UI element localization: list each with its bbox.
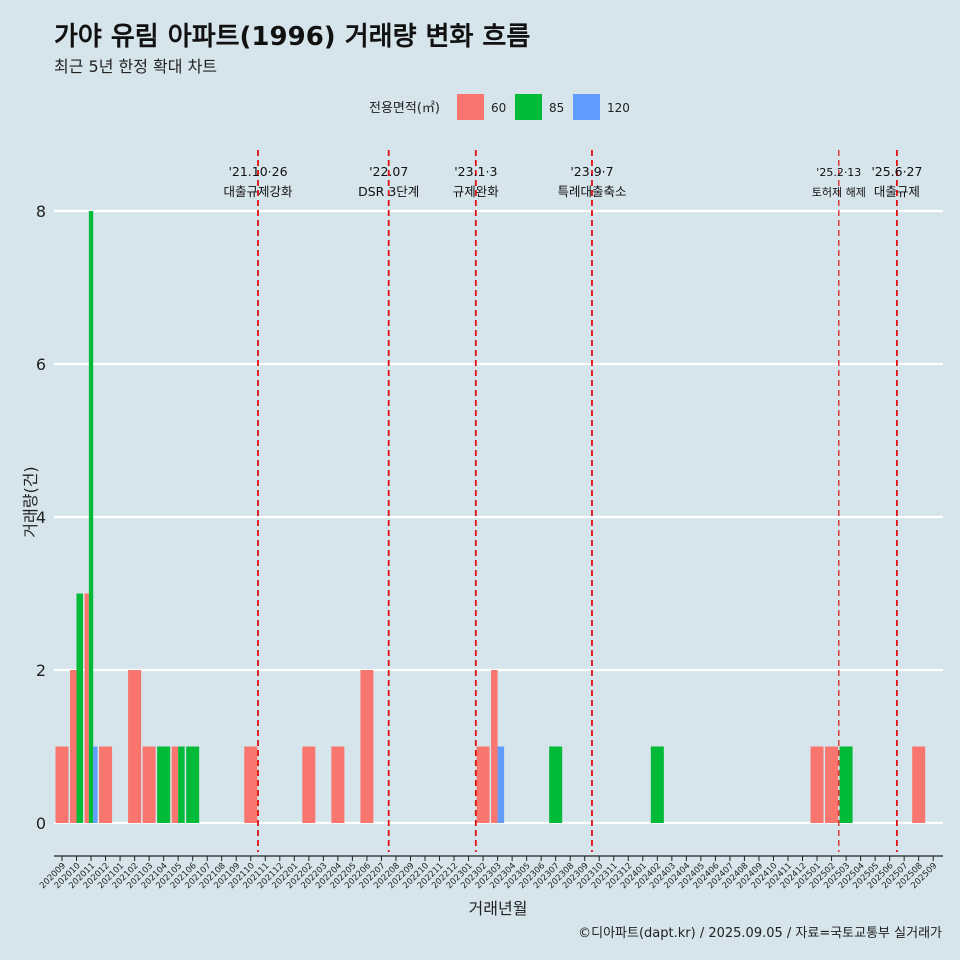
bar-202011-85 bbox=[88, 211, 94, 823]
policy-event-lines bbox=[257, 150, 898, 852]
event-label-0: 대출규제강화 bbox=[224, 184, 294, 199]
legend-label-60: 60 bbox=[491, 101, 506, 115]
bar-202402-85 bbox=[650, 746, 664, 823]
bar-202303-60 bbox=[491, 670, 498, 823]
event-label-5: 대출규제 bbox=[874, 184, 920, 199]
chart-caption: ©디아파트(dapt.kr) / 2025.09.05 / 자료=국토교통부 실… bbox=[578, 926, 942, 941]
bar-202105-60 bbox=[171, 746, 179, 823]
y-tick-label-8: 8 bbox=[36, 202, 46, 221]
legend: 전용면적(㎡) 60 85 120 bbox=[369, 94, 630, 120]
bar-202012-60 bbox=[99, 746, 113, 823]
chart-title: 가야 유림 아파트(1996) 거래량 변화 흐름 bbox=[54, 22, 531, 52]
bar-202204-60 bbox=[331, 746, 345, 823]
event-date-5: '25.6·27 bbox=[871, 164, 922, 179]
event-date-0: '21.10·26 bbox=[228, 164, 287, 179]
bar-202010-60 bbox=[70, 670, 77, 823]
y-axis-label: 거래량(건) bbox=[21, 466, 40, 537]
bar-202102-60 bbox=[128, 670, 142, 823]
bar-202104-85 bbox=[157, 746, 171, 823]
bar-202303-120 bbox=[497, 746, 505, 823]
y-tick-label-0: 0 bbox=[36, 814, 46, 833]
policy-event-labels: '21.10·26 대출규제강화 '22.07 DSR 3단계 '23.1·3 규제완화 '… bbox=[224, 164, 923, 199]
legend-key-85 bbox=[515, 94, 542, 120]
bar-202103-60 bbox=[142, 746, 156, 823]
legend-label-85: 85 bbox=[549, 101, 564, 115]
x-axis: 2020092020102020112020122021012021022021… bbox=[38, 855, 943, 891]
bar-202202-60 bbox=[302, 746, 316, 823]
y-tick-label-6: 6 bbox=[36, 355, 46, 374]
legend-key-120 bbox=[573, 94, 600, 120]
chart-subtitle: 최근 5년 한정 확대 차트 bbox=[54, 57, 218, 76]
x-axis-label: 거래년월 bbox=[469, 899, 528, 918]
bar-202503-85 bbox=[839, 746, 853, 823]
event-label-3: 특례대출축소 bbox=[557, 184, 626, 199]
bar-202106-85 bbox=[186, 746, 200, 823]
event-date-4: '25.2·13 bbox=[816, 166, 861, 179]
bar-202011-120 bbox=[93, 746, 98, 823]
bar-202010-85 bbox=[76, 593, 84, 823]
grid-lines bbox=[54, 209, 943, 825]
bar-202307-85 bbox=[549, 746, 563, 823]
event-date-3: '23.9·7 bbox=[570, 164, 613, 179]
bar-202105-85 bbox=[178, 746, 185, 823]
bar-series bbox=[55, 211, 926, 823]
legend-key-60 bbox=[457, 94, 484, 120]
event-label-1: DSR 3단계 bbox=[358, 184, 419, 199]
bar-202502-60 bbox=[825, 746, 839, 823]
bar-202206-60 bbox=[360, 670, 374, 823]
bar-202110-60 bbox=[244, 746, 258, 823]
y-axis: 0 2 4 6 8 bbox=[36, 202, 46, 833]
event-date-1: '22.07 bbox=[369, 164, 408, 179]
y-tick-label-2: 2 bbox=[36, 661, 46, 680]
bar-202009-60 bbox=[55, 746, 69, 823]
bar-202508-60 bbox=[912, 746, 926, 823]
legend-title: 전용면적(㎡) bbox=[369, 101, 440, 116]
event-label-4: 토허제 해제 bbox=[812, 185, 866, 199]
legend-label-120: 120 bbox=[607, 101, 630, 115]
y-tick-label-4: 4 bbox=[36, 508, 46, 527]
event-date-2: '23.1·3 bbox=[454, 164, 497, 179]
bar-202302-60 bbox=[476, 746, 490, 823]
bar-202501-60 bbox=[810, 746, 824, 823]
event-label-2: 규제완화 bbox=[453, 184, 500, 199]
bar-202011-60 bbox=[84, 593, 89, 823]
